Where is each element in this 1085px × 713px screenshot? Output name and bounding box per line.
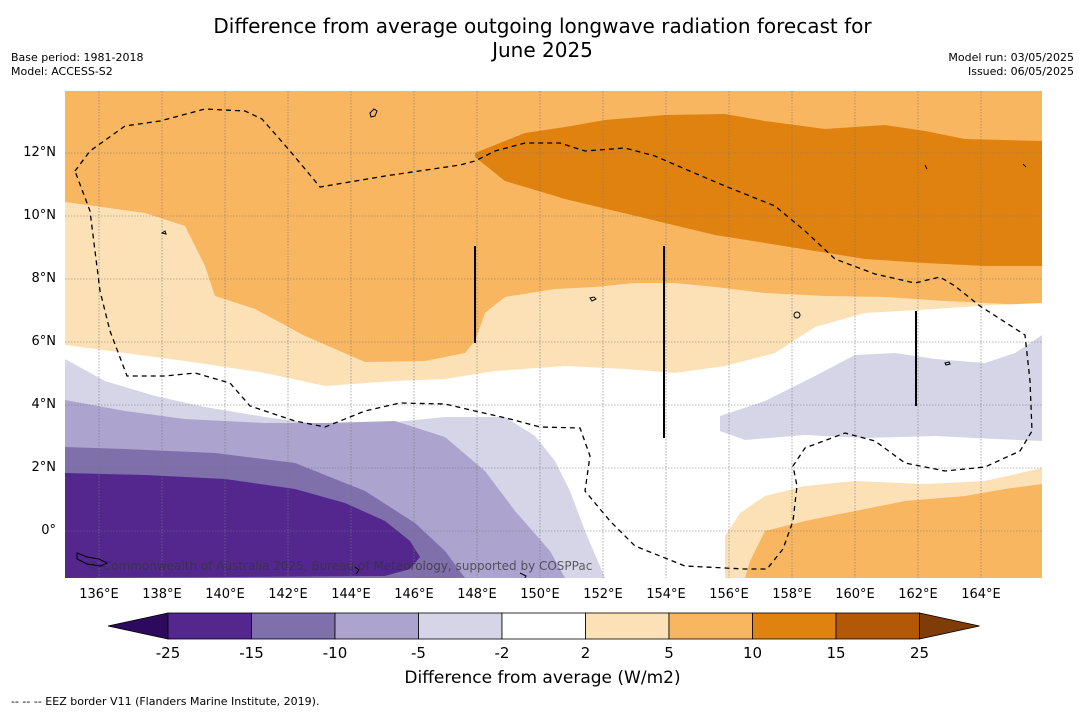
colorbar-tick-label: 5 — [664, 644, 674, 662]
model-name: Model: ACCESS-S2 — [11, 65, 113, 78]
colorbar-segment — [251, 612, 336, 640]
latitude-label: 8°N — [31, 271, 57, 286]
colorbar-tick-label: 15 — [826, 644, 846, 662]
meta-right: Model run: 03/05/2025 Issued: 06/05/2025 — [948, 51, 1074, 79]
colorbar-tick-label: 10 — [742, 644, 763, 662]
colorbar-extend-min — [107, 612, 169, 640]
colorbar-segment — [334, 612, 419, 640]
colorbar-tick-label: -25 — [155, 644, 181, 662]
longitude-label: 158°E — [772, 587, 812, 602]
longitude-label: 146°E — [394, 587, 434, 602]
colorbar-segment — [752, 612, 837, 640]
latitude-label: 2°N — [31, 460, 57, 475]
longitude-label: 154°E — [646, 587, 686, 602]
longitude-label: 164°E — [961, 587, 1001, 602]
colorbar-label: Difference from average (W/m2) — [404, 668, 681, 688]
colorbar-segment — [668, 612, 753, 640]
colorbar-tick-label: -15 — [239, 644, 264, 662]
longitude-label: 138°E — [142, 587, 182, 602]
copyright-notice: © Commonwealth of Australia 2025, Bureau… — [87, 559, 592, 573]
base-period: Base period: 1981-2018 — [11, 51, 144, 64]
longitude-label: 160°E — [835, 587, 875, 602]
meta-left: Base period: 1981-2018 Model: ACCESS-S2 — [11, 51, 143, 79]
latitude-label: 4°N — [31, 397, 57, 412]
band-neg-15-25 — [65, 473, 420, 578]
title-line-2: June 2025 — [492, 38, 593, 62]
model-run: Model run: 03/05/2025 — [948, 51, 1074, 64]
colorbar-tick-label: 2 — [580, 644, 591, 662]
issued-date: Issued: 06/05/2025 — [967, 65, 1074, 78]
title-line-1: Difference from average outgoing longwav… — [213, 14, 872, 38]
longitude-label: 162°E — [898, 587, 938, 602]
chart-title: Difference from average outgoing longwav… — [0, 14, 1085, 62]
colorbar-segment — [418, 612, 503, 640]
longitude-label: 150°E — [520, 587, 560, 602]
eez-border — [74, 108, 1033, 570]
colorbar-segment — [501, 612, 586, 640]
colorbar-extend-max — [919, 612, 980, 640]
latitude-label: 12°N — [23, 145, 56, 160]
latitude-label: 10°N — [23, 208, 56, 223]
longitude-label: 156°E — [709, 587, 749, 602]
graticule — [65, 91, 1042, 578]
colorbar-segment — [835, 612, 920, 640]
colorbar — [107, 612, 980, 640]
latitude-label: 6°N — [31, 334, 57, 349]
colorbar-segment — [585, 612, 670, 640]
longitude-label: 152°E — [583, 587, 623, 602]
longitude-label: 140°E — [205, 587, 245, 602]
colorbar-tick-label: -5 — [411, 644, 426, 662]
longitude-label: 148°E — [457, 587, 497, 602]
band-10-15 — [475, 114, 1042, 266]
band-neg-2-5-east — [720, 335, 1042, 441]
colorbar-tick-label: -10 — [322, 644, 348, 662]
colorbar-tick-label: 25 — [909, 644, 930, 662]
islands — [76, 108, 1027, 578]
eez-footnote: -- -- -- EEZ border V11 (Flanders Marine… — [11, 695, 320, 708]
colorbar-tick-label: -2 — [494, 644, 510, 662]
longitude-label: 142°E — [268, 587, 308, 602]
olr-anomaly-map: © Commonwealth of Australia 2025, Bureau… — [65, 91, 1042, 578]
longitude-label: 144°E — [331, 587, 371, 602]
longitude-label: 136°E — [79, 587, 119, 602]
latitude-label: 0° — [41, 523, 56, 538]
colorbar-segment — [167, 612, 252, 640]
